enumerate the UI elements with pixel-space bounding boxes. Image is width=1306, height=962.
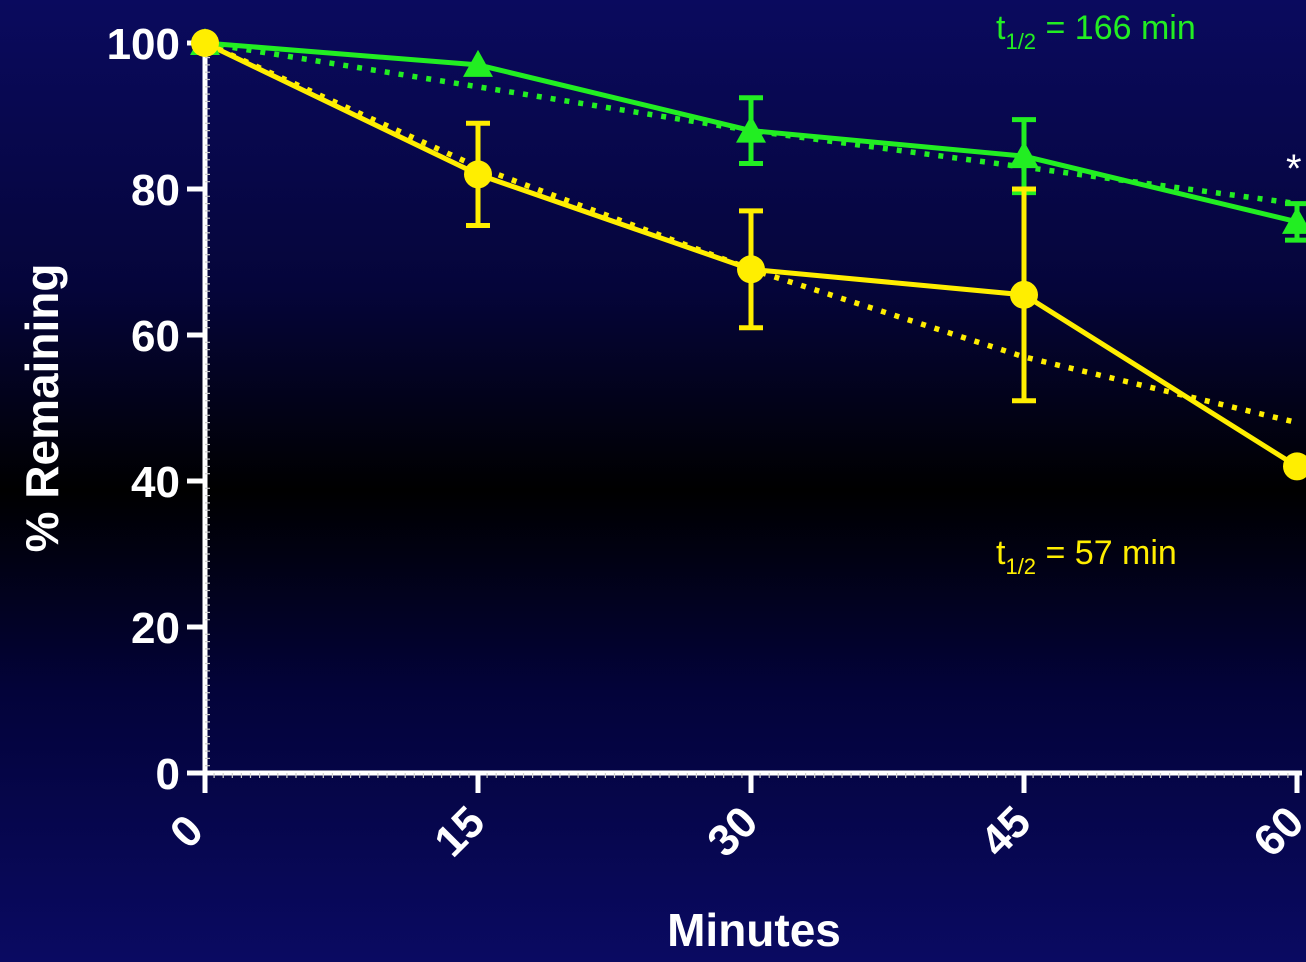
green-data-point bbox=[1009, 141, 1039, 169]
y-tick-label: 100 bbox=[107, 20, 180, 69]
y-ticks: 0 20 40 60 80 100 bbox=[107, 20, 210, 799]
green-data-point bbox=[463, 49, 493, 77]
yellow-half-life-annotation: t1/2 = 57 min bbox=[996, 534, 1177, 579]
green-half-life-subscript: 1/2 bbox=[1005, 29, 1036, 54]
y-tick-label: 80 bbox=[131, 166, 180, 215]
x-tick-label: 30 bbox=[698, 797, 767, 866]
yellow-half-life-value: = 57 min bbox=[1036, 534, 1177, 572]
y-tick-label: 60 bbox=[131, 312, 180, 361]
y-tick-label: 40 bbox=[131, 458, 180, 507]
yellow-data-point bbox=[737, 255, 765, 284]
yellow-data-point bbox=[1010, 280, 1038, 309]
yellow-half-life-subscript: 1/2 bbox=[1005, 554, 1036, 579]
significance-asterisk: * bbox=[1286, 147, 1302, 191]
yellow-half-life-t: t bbox=[996, 534, 1006, 572]
y-axis-title: % Remaining bbox=[16, 264, 68, 553]
x-axis-title: Minutes bbox=[667, 904, 841, 956]
x-ticks: 0 15 30 45 60 bbox=[161, 773, 1306, 866]
x-tick-label: 45 bbox=[971, 797, 1040, 866]
green-data-point bbox=[1282, 206, 1306, 234]
green-half-life-t: t bbox=[996, 9, 1006, 47]
yellow-data-point bbox=[464, 160, 492, 189]
x-tick-label: 0 bbox=[161, 806, 213, 858]
green-fit-curve bbox=[204, 40, 1298, 207]
data-markers bbox=[190, 28, 1306, 481]
yellow-data-point bbox=[1283, 452, 1306, 481]
y-tick-label: 20 bbox=[131, 604, 180, 653]
green-data-point bbox=[736, 115, 766, 143]
green-half-life-value: = 166 min bbox=[1036, 9, 1196, 47]
y-tick-label: 0 bbox=[156, 750, 180, 799]
x-tick-label: 15 bbox=[425, 797, 494, 866]
yellow-data-point bbox=[191, 29, 219, 57]
x-tick-label: 60 bbox=[1244, 797, 1306, 866]
axes: 0 20 40 60 80 100 0 15 30 45 60 bbox=[107, 20, 1306, 866]
green-half-life-annotation: t1/2 = 166 min bbox=[996, 9, 1196, 54]
